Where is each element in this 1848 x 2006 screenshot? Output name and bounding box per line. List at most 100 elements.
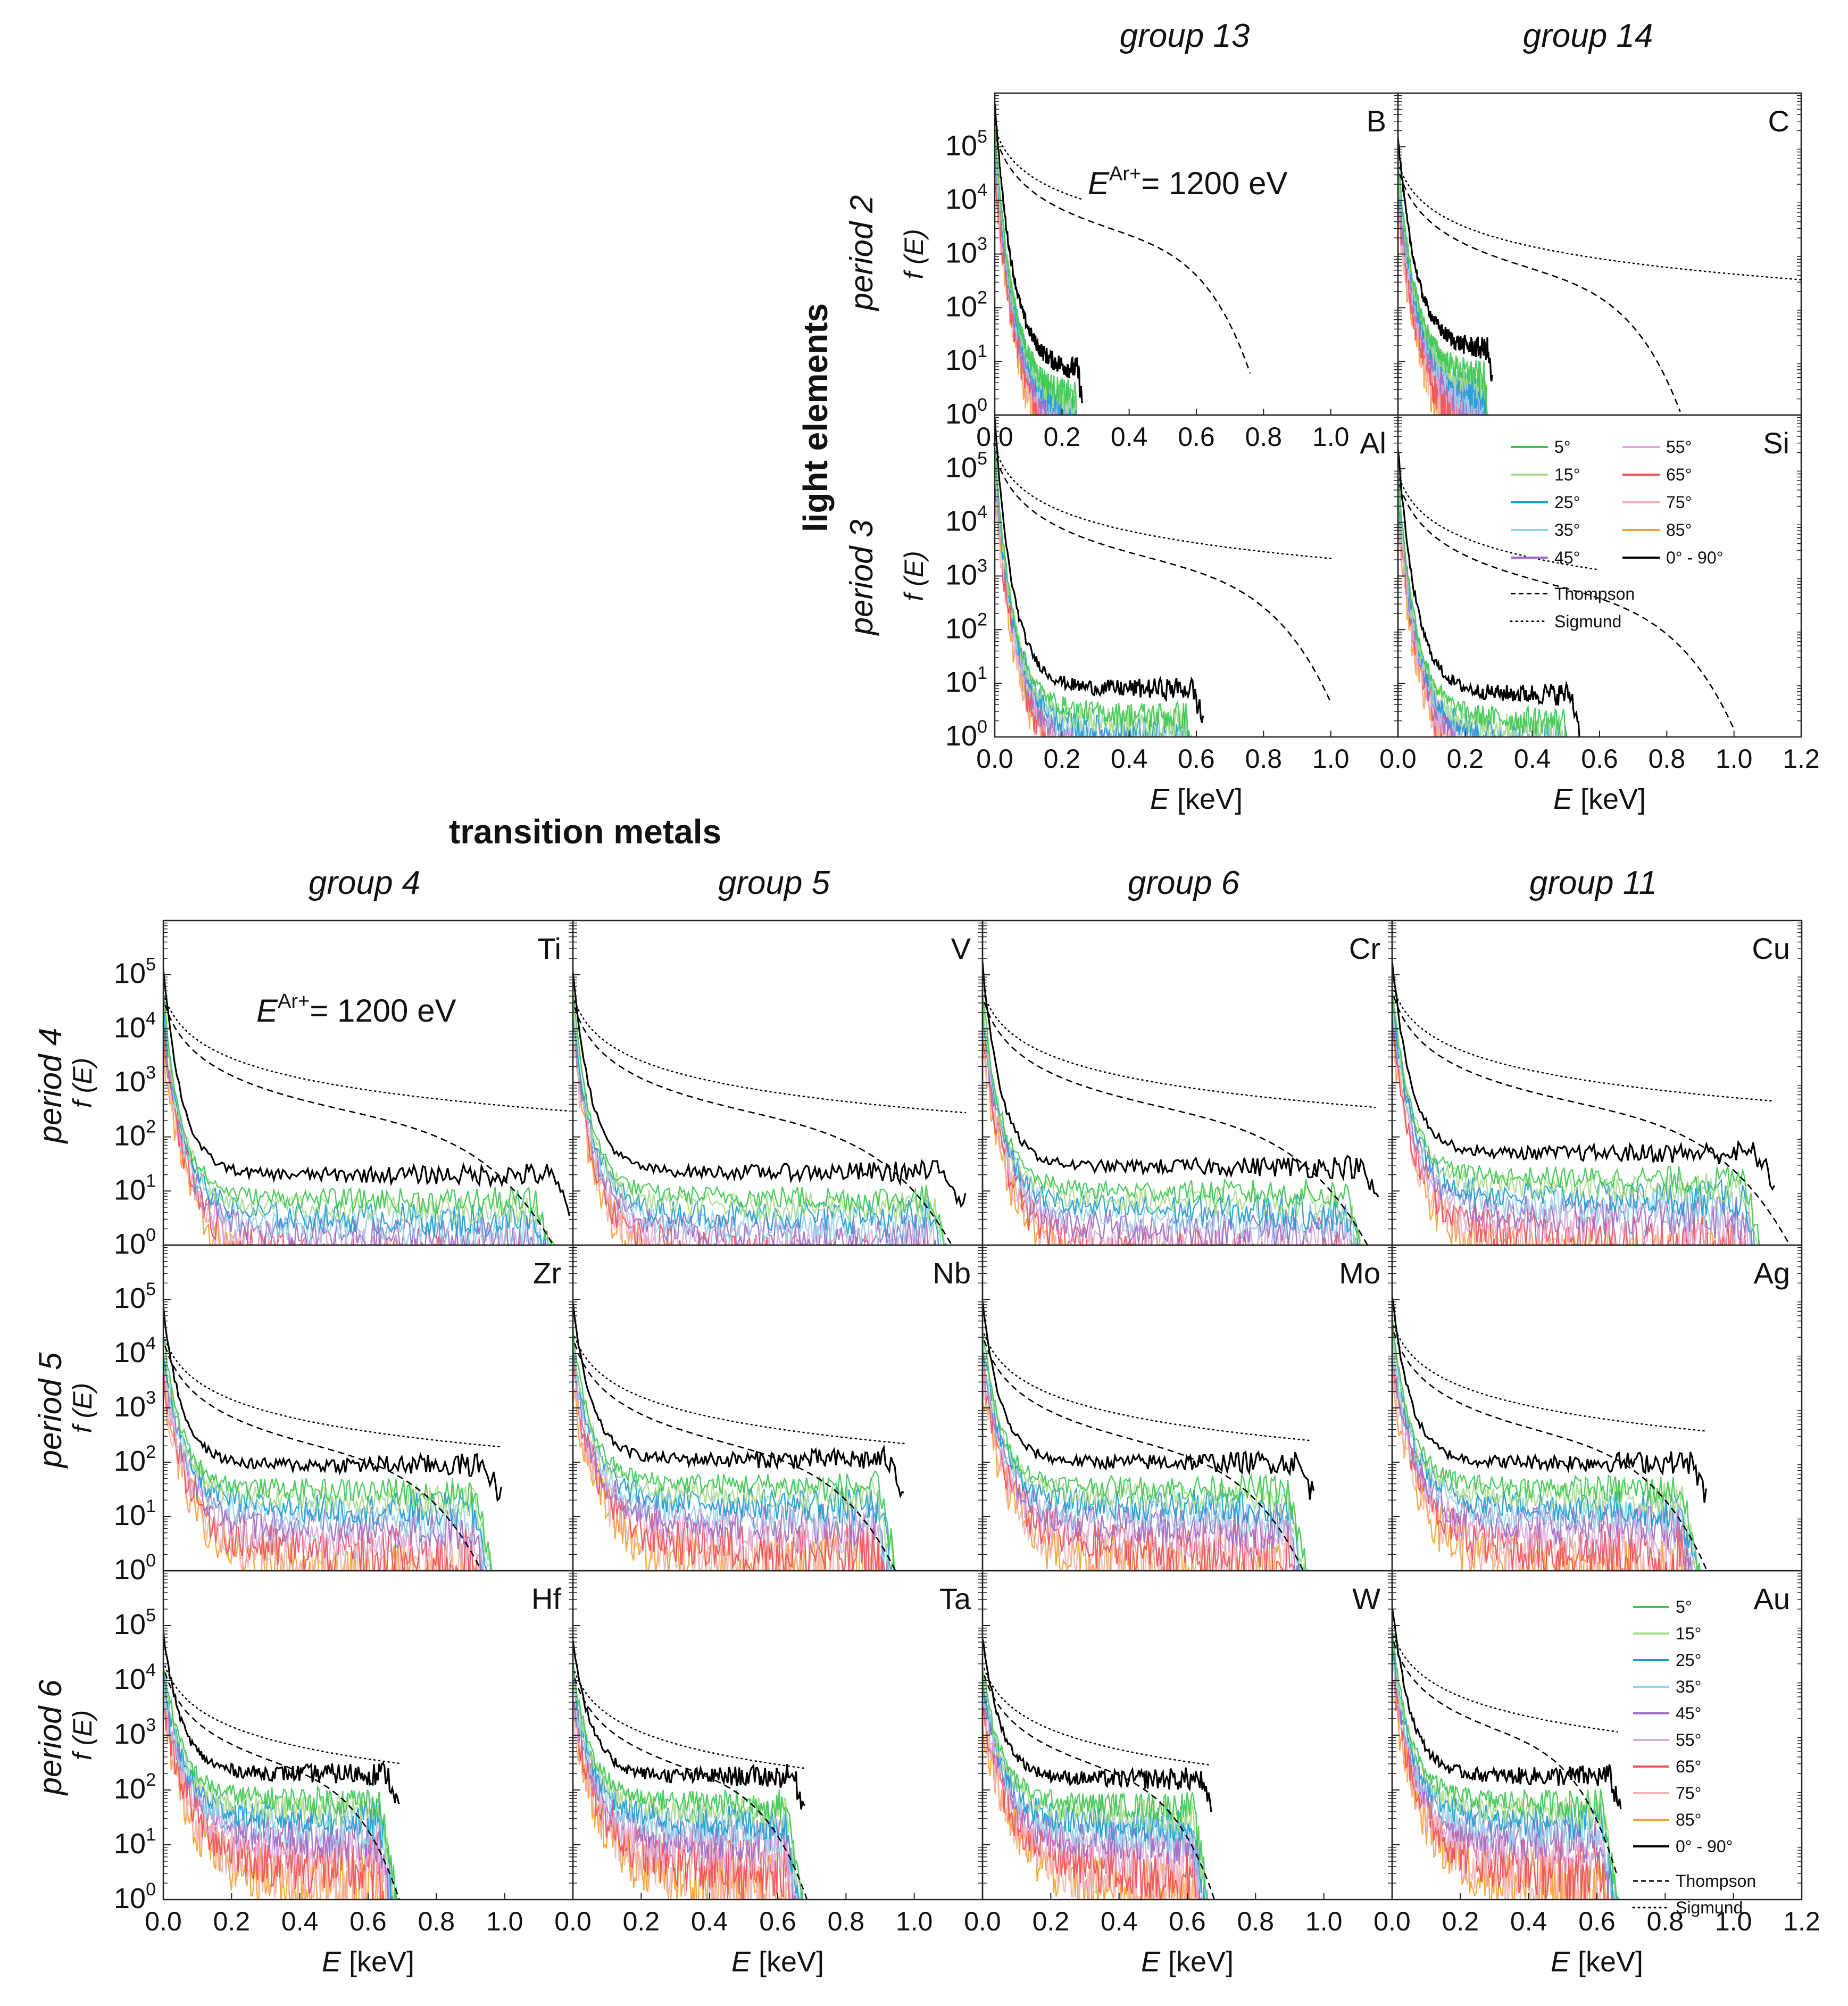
series-75deg <box>1392 1357 1684 1571</box>
x-tick-label: 0.8 <box>1237 1906 1275 1936</box>
series-0-90deg <box>1398 137 1493 382</box>
series-65deg <box>983 1360 1294 1571</box>
element-label: Ag <box>1754 1256 1791 1290</box>
x-tick-label: 0.2 <box>1447 744 1484 774</box>
thompson-curve <box>164 1345 482 1571</box>
thompson-curve <box>995 458 1331 703</box>
y-tick-label: 104 <box>945 502 987 537</box>
series-45deg <box>1392 1343 1692 1571</box>
series-0-90deg <box>1392 1296 1707 1503</box>
thompson-curve <box>164 1672 400 1900</box>
x-axis-label: E [keV] <box>1150 783 1243 815</box>
element-label: Cu <box>1752 932 1790 965</box>
element-label: Ti <box>537 932 561 965</box>
legend-label: 0° - 90° <box>1676 1837 1733 1856</box>
legend-label: 45° <box>1676 1704 1701 1723</box>
series-65deg <box>1392 1679 1609 1900</box>
x-tick-label: 1.0 <box>486 1906 523 1936</box>
y-axis-label: f (E) <box>899 551 929 601</box>
series-65deg <box>983 1040 1342 1245</box>
y-tick-label: 104 <box>114 1333 156 1369</box>
sigmund-curve <box>1393 1325 1707 1432</box>
series-65deg <box>1392 1013 1746 1245</box>
tm-period-4-label: period 4 <box>32 1028 68 1145</box>
x-tick-label: 0.0 <box>554 1906 592 1936</box>
series-0-90deg <box>1392 1606 1622 1810</box>
panel-c: C <box>1397 92 1802 416</box>
y-tick-label: 102 <box>945 287 987 322</box>
series-45deg <box>983 1006 1358 1245</box>
thompson-curve <box>164 1004 554 1245</box>
legend-label: 85° <box>1666 520 1692 540</box>
sigmund-curve <box>164 1665 400 1764</box>
legend-label: 25° <box>1676 1651 1701 1670</box>
series-0-90deg <box>163 1631 400 1804</box>
series-55deg <box>573 1041 935 1245</box>
plot-area <box>163 1306 502 1571</box>
series-15deg <box>1392 1325 1701 1571</box>
plot-area <box>1392 1296 1708 1571</box>
series-55deg <box>1392 1028 1753 1245</box>
series-85deg <box>163 1031 252 1245</box>
x-tick-label: 0.4 <box>1111 744 1148 774</box>
series-35deg <box>995 140 1074 415</box>
panel-al: Al 100 101 102 103 104 105 0.0 0.2 0.4 0.6 0.8 1.0 f … <box>899 414 1399 815</box>
series-45deg <box>163 1021 546 1245</box>
y-tick-label: 103 <box>945 234 987 269</box>
y-tick-label: 100 <box>114 1551 156 1586</box>
element-label: Mo <box>1339 1256 1380 1290</box>
legend-transition-metals: 5° 15° 25° 35° 45° 55° 65° 75° 85° 0° - 90° Thomps… <box>1632 1597 1756 1917</box>
x-tick-label: 0.6 <box>1178 744 1215 774</box>
panel-grid: B 100 101 102 103 104 105 0.0 0.2 0.4 0.6 0.8 1.0 f (… <box>68 92 1820 1978</box>
series-5deg <box>1392 989 1760 1245</box>
series-0-90deg <box>573 972 967 1208</box>
series-5deg <box>573 1660 804 1900</box>
series-65deg <box>163 1360 482 1571</box>
x-tick-label: 0.8 <box>418 1906 455 1936</box>
series-55deg <box>1392 1348 1694 1571</box>
series-25deg <box>1398 490 1567 737</box>
series-5deg <box>995 447 1193 737</box>
series-75deg <box>573 1050 846 1245</box>
panel-v: V <box>572 919 984 1246</box>
plot-area <box>573 1640 808 1900</box>
series-5deg <box>1398 163 1488 415</box>
legend-label: 65° <box>1676 1757 1701 1776</box>
series-5deg <box>163 989 555 1245</box>
element-label: Ta <box>939 1582 971 1615</box>
plot-area <box>573 972 967 1245</box>
plot-area <box>1398 137 1801 415</box>
x-tick-label: 0.4 <box>1111 422 1148 452</box>
series-5deg <box>1392 1634 1618 1900</box>
y-tick-label: 104 <box>114 1008 156 1043</box>
series-55deg <box>983 1360 1300 1571</box>
series-0-90deg <box>995 418 1204 723</box>
series-25deg <box>1392 1329 1699 1571</box>
x-tick-label: 0.0 <box>145 1906 182 1936</box>
thompson-curve <box>1393 1642 1618 1877</box>
series-5deg <box>163 1663 398 1900</box>
panel-frame <box>162 919 574 1246</box>
series-15deg <box>1392 994 1761 1245</box>
series-0-90deg <box>163 1306 502 1502</box>
panel-hf: Hf 100 101 102 103 104 105 0.0 0.2 0.4 0.6 0.8 1.0 f … <box>68 1570 574 1978</box>
series-65deg <box>995 485 1067 737</box>
series-45deg <box>1398 490 1518 737</box>
series-0-90deg <box>983 1638 1212 1812</box>
plot-area <box>1392 1606 1622 1900</box>
series-65deg <box>573 1701 794 1900</box>
plot-area <box>995 103 1251 415</box>
panel-nb: Nb <box>572 1244 984 1572</box>
panel-ta: Ta 0.0 0.2 0.4 0.6 0.8 1.0 E [keV] <box>554 1570 984 1978</box>
tm-group-6-header: group 6 <box>1128 865 1240 901</box>
series-15deg <box>1392 1630 1618 1900</box>
legend-label: 45° <box>1554 548 1580 567</box>
series-45deg <box>163 1360 484 1571</box>
series-0-90deg <box>983 1301 1314 1500</box>
y-tick-label: 102 <box>945 609 987 644</box>
light-group-14-header: group 14 <box>1523 18 1653 54</box>
panel-frame <box>994 414 1399 738</box>
legend-label: 75° <box>1676 1784 1701 1803</box>
x-tick-label: 0.4 <box>1101 1906 1138 1936</box>
series-0-90deg <box>573 1640 806 1810</box>
